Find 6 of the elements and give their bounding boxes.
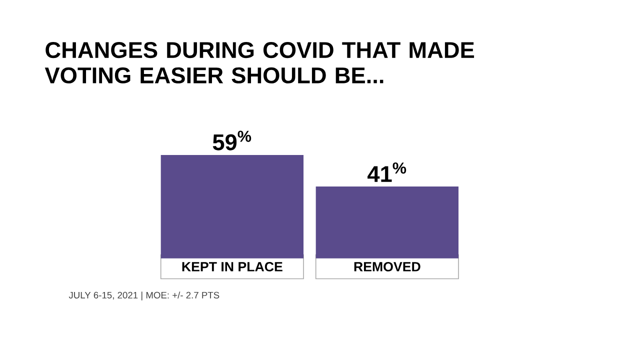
chart-title: CHANGES DURING COVID THAT MADE VOTING EASIER SHOULD BE... (44, 42, 474, 84)
data-label: 59$^{%}$ (212, 130, 252, 150)
data-label: 41$^{%}$ (368, 162, 406, 182)
text: JULY 6-15, 2021 | MOE: +/- 2.7 PTS (68, 292, 220, 300)
x-tick-label: KEPT IN PLACE (182, 262, 282, 272)
x-tick-label: REMOVED (354, 262, 420, 272)
